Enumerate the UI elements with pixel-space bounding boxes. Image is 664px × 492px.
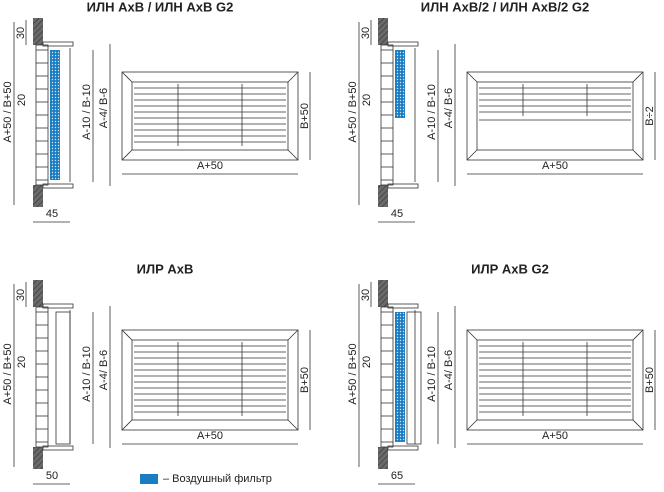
legend-swatch [140, 474, 158, 484]
panel-title: ИЛР АхВ G2 [471, 261, 549, 276]
wall [378, 280, 388, 307]
panel-title: ИЛН АхВ/2 / ИЛН АхВ/2 G2 [421, 0, 589, 14]
wall [33, 280, 43, 307]
flange [387, 445, 419, 451]
corner [466, 419, 478, 431]
dimension-label: A-10 / B-10 [426, 346, 438, 402]
dimension-label: A+50 [542, 430, 568, 442]
panel-title: ИЛР АхВ [137, 261, 194, 276]
dimension-label: 20 [16, 356, 28, 368]
wall [378, 447, 388, 469]
dimension-label: 20 [361, 94, 373, 106]
corner [466, 149, 478, 161]
dimension-label: B+50 [644, 367, 656, 393]
corner [466, 329, 478, 341]
corner [632, 329, 644, 341]
legend-label: – Воздушный фильтр [163, 473, 272, 485]
flange [42, 41, 74, 47]
damper-plate [55, 311, 71, 445]
wall [33, 185, 43, 207]
dimension-label: A+50 / B+50 [347, 81, 359, 142]
dimension-label: 20 [361, 356, 373, 368]
dimension-label: A+50 / B+50 [2, 343, 14, 404]
dimension-label: A-4/ B-6 [98, 88, 110, 128]
dimension-label: 30 [360, 289, 372, 301]
corner [121, 149, 133, 161]
dimension-label: 50 [46, 470, 58, 482]
corner [287, 329, 299, 341]
wall [33, 447, 43, 469]
dimension-label: A-10 / B-10 [81, 346, 93, 402]
dimension-label: B+50 [299, 367, 311, 393]
dimension-label: 30 [15, 289, 27, 301]
dimension-label: A+50 / B+50 [347, 343, 359, 404]
dimension-label: B÷2 [644, 106, 656, 126]
grille-frame [121, 71, 299, 161]
dimension-label: 30 [360, 27, 372, 39]
corner [632, 71, 644, 83]
filter [395, 312, 405, 442]
corner [287, 149, 299, 161]
dimension-label: 30 [15, 27, 27, 39]
grille-frame [466, 71, 644, 161]
dimension-label: A+50 [197, 430, 223, 442]
dimension-label: A-4/ B-6 [443, 88, 455, 128]
dimension-label: A+50 [542, 160, 568, 172]
dimension-label: A-10 / B-10 [426, 84, 438, 140]
dimension-label: 45 [391, 208, 403, 220]
flange [42, 183, 74, 189]
corner [287, 71, 299, 83]
dimension-label: A-4/ B-6 [443, 350, 455, 390]
corner [632, 419, 644, 431]
flange [387, 183, 419, 189]
grille-inner [476, 339, 634, 421]
dimension-label: 20 [16, 94, 28, 106]
filter [395, 50, 405, 118]
filter [50, 50, 60, 180]
dimension-label: B+50 [299, 103, 311, 129]
damper-plate [406, 311, 422, 445]
corner [121, 329, 133, 341]
corner [287, 419, 299, 431]
corner [466, 71, 478, 83]
flange [42, 445, 74, 451]
grille-frame [466, 329, 644, 431]
dimension-label: 65 [391, 470, 403, 482]
wall [33, 18, 43, 45]
flange [42, 303, 74, 309]
corner [121, 419, 133, 431]
grille-inner [131, 339, 289, 421]
flange [387, 41, 419, 47]
grille-inner [131, 81, 289, 151]
dimension-label: A-10 / B-10 [81, 84, 93, 140]
flange [387, 303, 419, 309]
wall [378, 18, 388, 45]
corner [121, 71, 133, 83]
dimension-label: A+50 [197, 160, 223, 172]
grille-inner [476, 81, 634, 151]
dimension-label: A+50 / B+50 [2, 81, 14, 142]
dimension-label: A-4/ B-6 [98, 350, 110, 390]
grille-frame [121, 329, 299, 431]
wall [378, 185, 388, 207]
dimension-label: 45 [46, 208, 58, 220]
corner [632, 149, 644, 161]
panel-title: ИЛН АхВ / ИЛН АхВ G2 [87, 0, 234, 14]
